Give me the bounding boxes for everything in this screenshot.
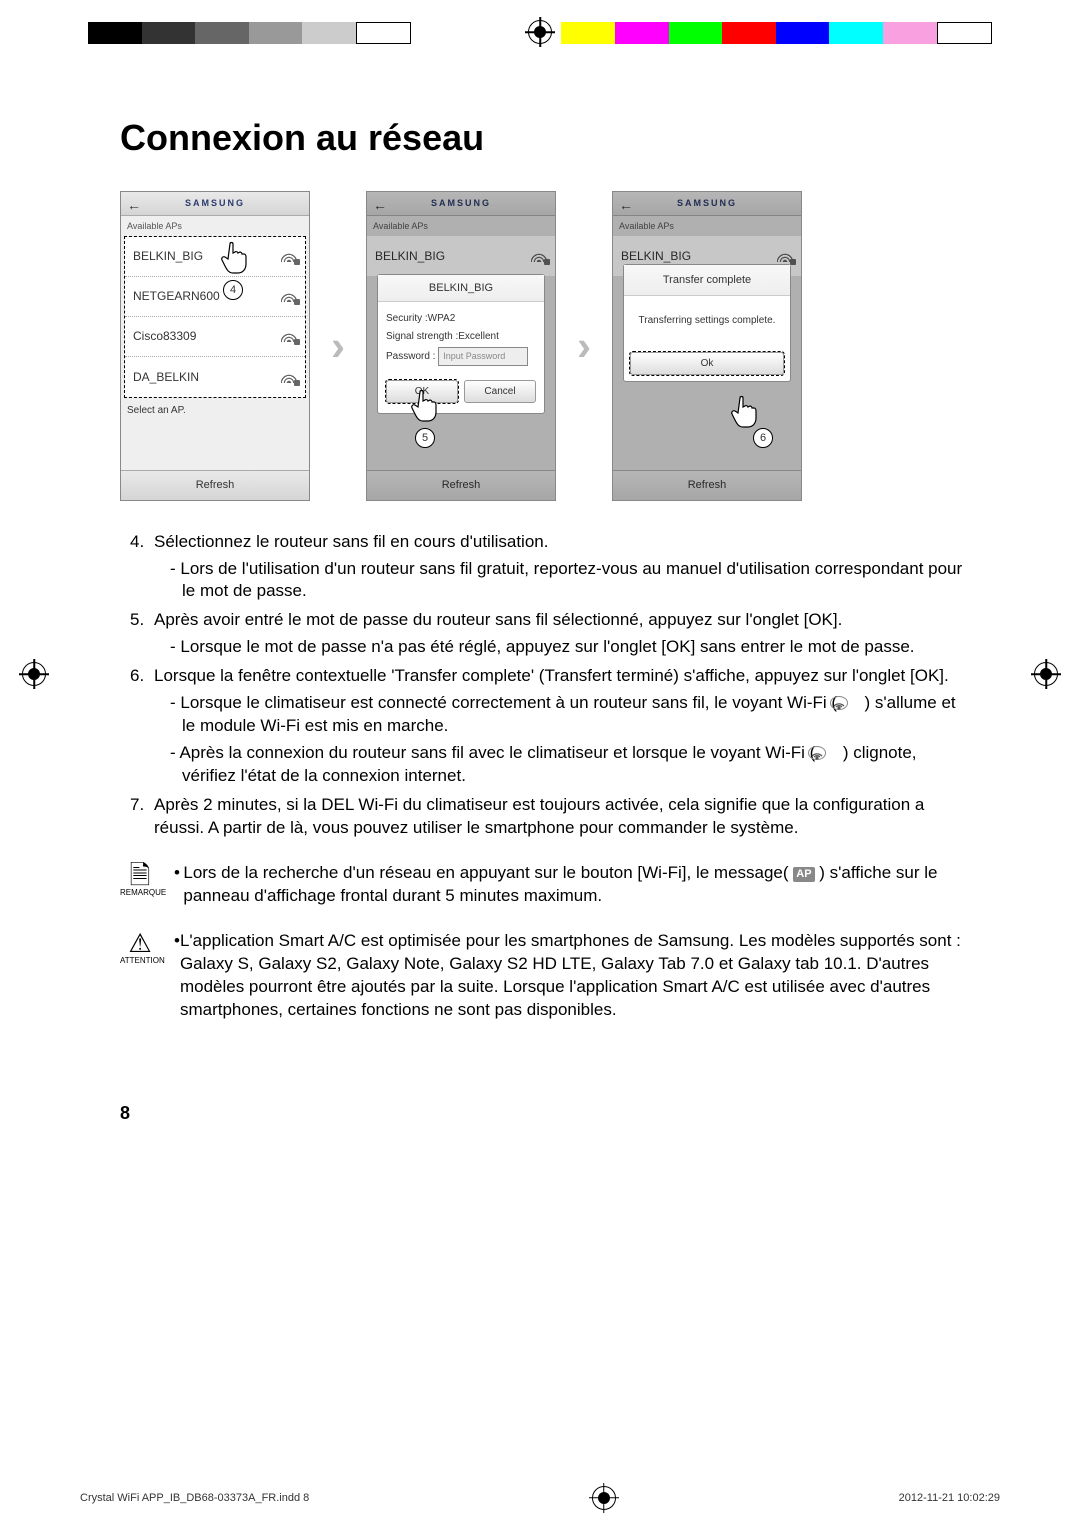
note-icon: 🗎 — [120, 862, 160, 888]
refresh-button[interactable]: Refresh — [613, 470, 801, 500]
registration-mark-right — [1034, 662, 1058, 686]
page-title: Connexion au réseau — [120, 114, 970, 163]
step-5: Après avoir entré le mot de passe du rou… — [154, 610, 842, 629]
phone-screen-2: ← SAMSUNG Available APs BELKIN_BIG BELKI… — [366, 191, 556, 501]
password-overlay: BELKIN_BIG Security :WPA2 Signal strengt… — [377, 274, 545, 414]
remark-block: 🗎 REMARQUE • Lors de la recherche d'un r… — [120, 862, 970, 908]
ap-list: BELKIN_BIG NETGEARN600 Cisco83309 DA_BEL… — [124, 236, 306, 398]
back-icon: ← — [619, 196, 633, 215]
remark-label: REMARQUE — [120, 888, 166, 897]
ap-row[interactable]: NETGEARN600 — [125, 277, 305, 317]
back-icon: ← — [373, 196, 387, 215]
phone-screen-3: ← SAMSUNG Available APs BELKIN_BIG Trans… — [612, 191, 802, 501]
select-ap-label: Select an AP. — [121, 398, 309, 424]
step-num: 4. — [130, 531, 154, 604]
registration-mark-left — [22, 662, 46, 686]
phone1-topbar: ← SAMSUNG — [121, 192, 309, 216]
refresh-button[interactable]: Refresh — [367, 470, 555, 500]
wifi-inline-icon — [820, 744, 838, 758]
wifi-lock-icon — [777, 250, 793, 262]
page-number: 8 — [120, 1101, 970, 1125]
password-label: Password : — [386, 351, 435, 362]
ap-name: BELKIN_BIG — [133, 248, 203, 264]
transfer-complete-overlay: Transfer complete Transferring settings … — [623, 264, 791, 383]
callout-4: 4 — [223, 280, 243, 300]
step-6-sub2: - Après la connexion du routeur sans fil… — [170, 742, 970, 788]
step-5-sub1: - Lorsque le mot de passe n'a pas été ré… — [170, 636, 970, 659]
available-aps-label: Available APs — [367, 216, 555, 236]
wifi-inline-icon — [842, 694, 860, 708]
ap-name: BELKIN_BIG — [375, 248, 445, 264]
tap-hand-icon — [409, 388, 439, 424]
refresh-label: Refresh — [442, 478, 481, 493]
warning-icon: ⚠ — [120, 930, 160, 956]
phone-screen-1: ← SAMSUNG Available APs BELKIN_BIG NETGE… — [120, 191, 310, 501]
brand-label: SAMSUNG — [431, 197, 491, 209]
remark-text: Lors de la recherche d'un réseau en appu… — [183, 862, 970, 908]
ap-row[interactable]: BELKIN_BIG — [125, 237, 305, 277]
wifi-lock-icon — [531, 250, 547, 262]
wifi-lock-icon — [281, 290, 297, 302]
ap-name: BELKIN_BIG — [621, 248, 691, 264]
attention-block: ⚠ ATTENTION • L'application Smart A/C es… — [120, 930, 970, 1022]
wifi-lock-icon — [281, 330, 297, 342]
ap-name: Cisco83309 — [133, 328, 196, 344]
ap-name: NETGEARN600 — [133, 288, 220, 304]
chevron-right-icon: › — [570, 326, 598, 366]
ap-row[interactable]: DA_BELKIN — [125, 357, 305, 397]
step-num: 5. — [130, 609, 154, 659]
step-7: Après 2 minutes, si la DEL Wi-Fi du clim… — [154, 795, 924, 837]
ok-button[interactable]: Ok — [630, 352, 784, 376]
wifi-lock-icon — [281, 371, 297, 383]
overlay-title: Transfer complete — [624, 265, 790, 297]
registration-mark-bottom — [592, 1486, 616, 1510]
brand-label: SAMSUNG — [677, 197, 737, 209]
refresh-label: Refresh — [688, 478, 727, 493]
security-label: Security :WPA2 — [386, 312, 536, 326]
step-4-sub1: - Lors de l'utilisation d'un routeur san… — [170, 558, 970, 604]
password-input[interactable]: Input Password — [438, 347, 528, 365]
ap-row[interactable]: Cisco83309 — [125, 317, 305, 357]
footer-file: Crystal WiFi APP_IB_DB68-03373A_FR.indd … — [80, 1492, 309, 1504]
screens-row: ← SAMSUNG Available APs BELKIN_BIG NETGE… — [120, 191, 970, 501]
chevron-right-icon: › — [324, 326, 352, 366]
callout-5: 5 — [415, 428, 435, 448]
step-6-sub1: - Lorsque le climatiseur est connecté co… — [170, 692, 970, 738]
back-icon: ← — [127, 196, 141, 215]
wifi-lock-icon — [281, 250, 297, 262]
callout-6: 6 — [753, 428, 773, 448]
available-aps-label: Available APs — [121, 216, 309, 236]
ap-badge: AP — [793, 867, 814, 882]
tap-hand-icon — [729, 394, 759, 430]
attention-label: ATTENTION — [120, 956, 165, 965]
ap-name: DA_BELKIN — [133, 369, 199, 385]
brand-label: SAMSUNG — [185, 197, 245, 209]
overlay-title: BELKIN_BIG — [378, 275, 544, 303]
refresh-button[interactable]: Refresh — [121, 470, 309, 500]
step-num: 7. — [130, 794, 154, 840]
registration-mark-top — [528, 20, 552, 44]
tap-hand-icon — [219, 240, 249, 276]
available-aps-label: Available APs — [613, 216, 801, 236]
attention-text: L'application Smart A/C est optimisée po… — [180, 930, 970, 1022]
refresh-label: Refresh — [196, 478, 235, 493]
print-footer: Crystal WiFi APP_IB_DB68-03373A_FR.indd … — [0, 1476, 1080, 1534]
cancel-button[interactable]: Cancel — [464, 380, 536, 404]
overlay-body: Transferring settings complete. — [624, 296, 790, 346]
step-4: Sélectionnez le routeur sans fil en cour… — [154, 532, 548, 551]
footer-date: 2012-11-21 10:02:29 — [899, 1492, 1000, 1504]
ap-row-selected: BELKIN_BIG — [367, 236, 555, 276]
signal-label: Signal strength :Excellent — [386, 330, 536, 344]
